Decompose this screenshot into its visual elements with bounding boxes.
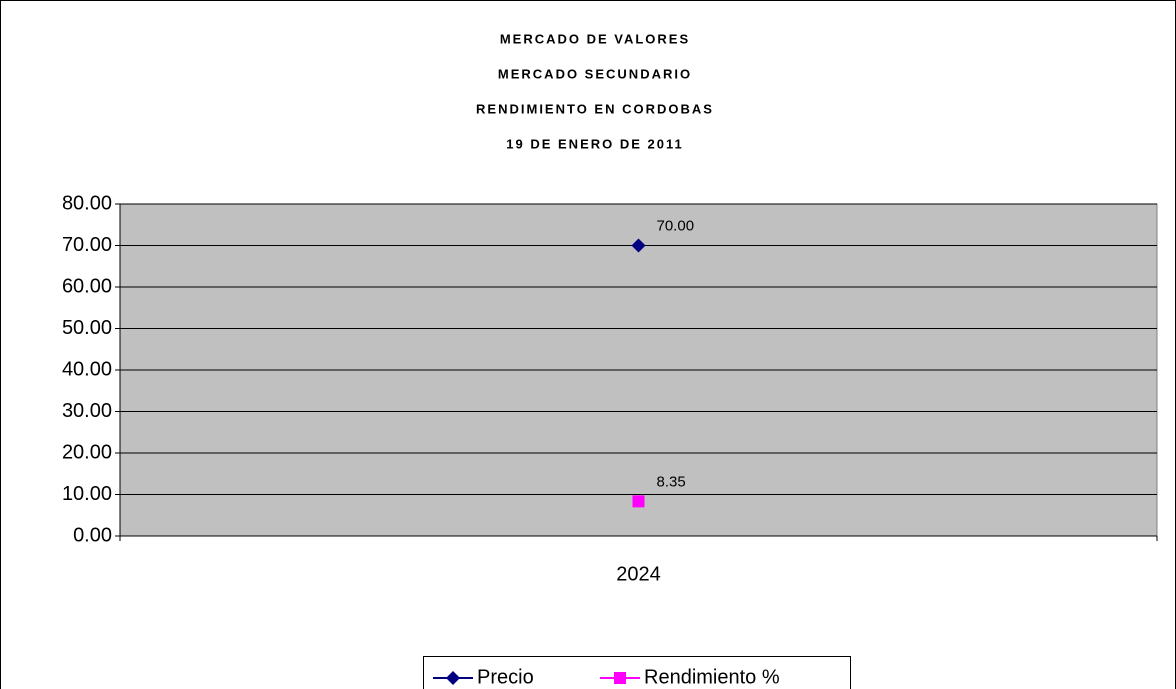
legend-label: Rendimiento %: [644, 666, 780, 688]
legend-marker: [614, 672, 626, 684]
chart-title: MERCADO SECUNDARIO: [498, 66, 692, 81]
y-tick-label: 50.00: [62, 317, 112, 339]
x-tick-label: 2024: [616, 563, 661, 585]
y-tick-label: 70.00: [62, 234, 112, 256]
y-tick-label: 20.00: [62, 441, 112, 463]
y-tick-label: 60.00: [62, 275, 112, 297]
legend-marker: [446, 671, 460, 685]
chart-title: RENDIMIENTO EN CORDOBAS: [476, 101, 714, 116]
legend-box: [423, 656, 851, 689]
data-point: [631, 238, 646, 253]
y-tick-label: 80.00: [62, 192, 112, 214]
legend-label: Precio: [477, 666, 534, 688]
chart-title: 19 DE ENERO DE 2011: [506, 136, 683, 151]
data-point: [632, 495, 645, 508]
y-tick-label: 30.00: [62, 400, 112, 422]
y-tick-label: 0.00: [73, 524, 112, 546]
y-tick-label: 10.00: [62, 483, 112, 505]
data-label: 8.35: [657, 473, 686, 490]
chart-title: MERCADO DE VALORES: [500, 31, 690, 46]
y-tick-label: 40.00: [62, 358, 112, 380]
data-label: 70.00: [657, 217, 695, 234]
